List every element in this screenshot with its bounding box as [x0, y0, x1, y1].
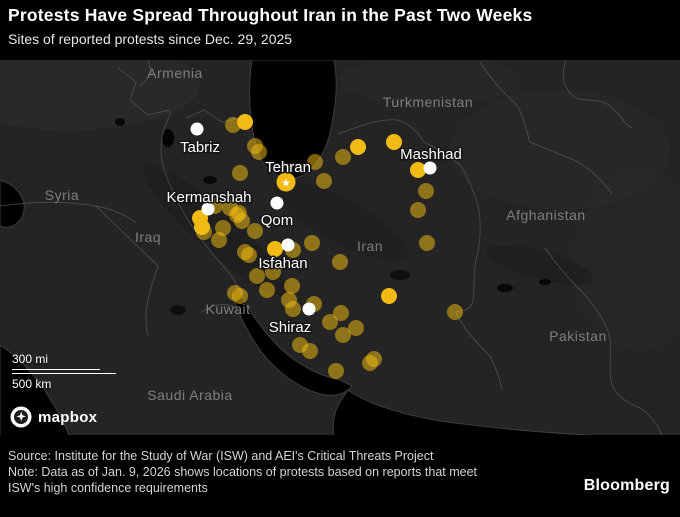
protest-site-dot — [302, 343, 318, 359]
protest-site-dot — [304, 235, 320, 251]
protest-site-dot — [335, 149, 351, 165]
protest-site-dot — [225, 117, 241, 133]
map-canvas[interactable]: Armenia Turkmenistan Syria Iraq Iran Afghanis… — [0, 60, 680, 435]
scale-miles-line — [12, 369, 100, 370]
protest-site-dot — [447, 304, 463, 320]
note-text: Note: Data as of Jan. 9, 2026 shows loca… — [8, 465, 478, 495]
chart-footer: Source: Institute for the Study of War (… — [0, 435, 680, 517]
protest-site-dot — [251, 144, 267, 160]
capital-dot-tehran — [276, 172, 296, 192]
scale-km-label: 500 km — [12, 377, 52, 391]
city-dot-mashhad — [423, 161, 437, 175]
persian-gulf — [231, 287, 353, 396]
protest-site-dot — [196, 224, 212, 240]
capital-star-icon: ★ — [281, 177, 291, 190]
map-scale: 300 mi 500 km — [12, 352, 116, 391]
protest-site-dot — [232, 165, 248, 181]
protest-site-dot — [211, 232, 227, 248]
city-dot-shiraz — [302, 302, 316, 316]
protest-site-dot — [332, 254, 348, 270]
protest-site-dot — [419, 235, 435, 251]
protest-dots-layer — [192, 114, 463, 379]
protest-site-dot — [249, 268, 265, 284]
protest-site-dot — [241, 247, 257, 263]
city-dot-tabriz — [190, 122, 204, 136]
protest-site-dot — [316, 173, 332, 189]
protest-site-dot — [333, 305, 349, 321]
protest-site-dot — [322, 314, 338, 330]
protest-site-dot — [284, 278, 300, 294]
protest-site-dot — [247, 223, 263, 239]
city-label-kermanshah: Kermanshah — [166, 189, 251, 206]
protest-site-dot — [350, 139, 366, 155]
country-label-turkmenistan: Turkmenistan — [383, 94, 473, 110]
mapbox-icon — [10, 406, 32, 428]
city-label-isfahan: Isfahan — [258, 255, 307, 272]
country-label-kuwait: Kuwait — [205, 301, 250, 317]
border-lines — [0, 60, 663, 435]
city-label-tehran: Tehran — [265, 159, 311, 176]
chart-header: Protests Have Spread Throughout Iran in … — [0, 0, 680, 60]
bloomberg-logo: Bloomberg — [583, 477, 670, 494]
protest-site-dot — [265, 264, 281, 280]
country-label-pakistan: Pakistan — [549, 328, 607, 344]
country-label-afghanistan: Afghanistan — [506, 207, 585, 223]
protest-site-dot — [328, 363, 344, 379]
gulf-of-oman — [332, 389, 594, 435]
country-label-iraq: Iraq — [135, 229, 161, 245]
protest-site-dot — [362, 355, 378, 371]
country-label-iran: Iran — [357, 238, 383, 254]
protest-site-dot — [234, 213, 250, 229]
mapbox-logo[interactable]: mapbox — [10, 406, 97, 428]
caspian-sea — [249, 60, 337, 179]
protest-site-dot — [335, 327, 351, 343]
protest-site-dot — [307, 154, 323, 170]
city-dot-kermanshah — [201, 202, 215, 216]
scale-km-line — [12, 373, 116, 374]
city-label-shiraz: Shiraz — [269, 319, 312, 336]
protest-site-dot — [267, 241, 283, 257]
water-layer — [0, 60, 594, 435]
protest-site-dot — [386, 134, 402, 150]
protest-site-dot — [348, 320, 364, 336]
page-title: Protests Have Spread Throughout Iran in … — [8, 5, 533, 25]
protest-site-dot — [237, 114, 253, 130]
protest-site-dot — [418, 183, 434, 199]
page-subtitle: Sites of reported protests since Dec. 29… — [8, 30, 293, 47]
mapbox-wordmark: mapbox — [38, 408, 98, 426]
city-label-tabriz: Tabriz — [180, 139, 220, 156]
country-label-syria: Syria — [45, 187, 79, 203]
scale-miles-label: 300 mi — [12, 352, 49, 366]
protest-site-dot — [232, 288, 248, 304]
protest-site-dot — [381, 288, 397, 304]
protest-site-dot — [410, 202, 426, 218]
mediterranean-sea — [0, 179, 25, 228]
protest-site-dot — [259, 282, 275, 298]
protest-site-dot — [285, 301, 301, 317]
city-label-mashhad: Mashhad — [400, 146, 462, 163]
source-text: Source: Institute for the Study of War (… — [8, 449, 434, 463]
protest-site-dot — [410, 162, 426, 178]
city-markers-layer: Tabriz ★Tehran Mashhad Kermanshah Qom Isfahan… — [165, 122, 463, 338]
city-dot-qom — [270, 196, 284, 210]
country-labels: Armenia Turkmenistan Syria Iraq Iran Afghanis… — [45, 65, 607, 403]
city-dot-isfahan — [281, 238, 295, 252]
city-label-qom: Qom — [261, 212, 294, 229]
country-label-armenia: Armenia — [147, 65, 203, 81]
country-label-saudi-arabia: Saudi Arabia — [147, 387, 232, 403]
